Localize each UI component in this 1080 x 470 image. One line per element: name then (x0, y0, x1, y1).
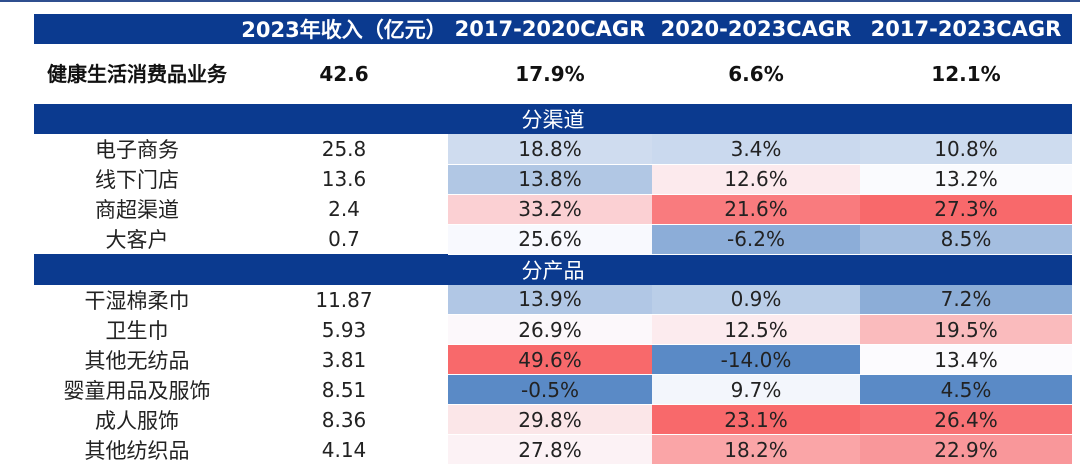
table-row: 卫生巾 5.93 26.9% 12.5% 19.5% (34, 314, 1072, 345)
heatmap-cell-cagr-17-23: 19.5% (860, 314, 1072, 345)
heatmap-cell-cagr-17-23: 8.5% (860, 224, 1072, 255)
row-name: 商超渠道 (95, 198, 179, 222)
table-row: 干湿棉柔巾 11.87 13.9% 0.9% 7.2% (34, 284, 1072, 315)
section-title: 分产品 (34, 254, 1072, 285)
heatmap-cell-cagr-17-20: 25.6% (448, 224, 652, 255)
section-header-row: 分产品 (34, 254, 1072, 285)
heatmap-cell-cagr-20-23: -14.0% (652, 344, 860, 375)
heatmap-cell-cagr-17-20: 33.2% (448, 194, 652, 225)
heatmap-cell-cagr-20-23: 3.4% (652, 134, 860, 165)
table-body: 健康生活消费品业务 42.6 17.9% 6.6% 12.1% 分渠道电子商务 2… (34, 44, 1072, 465)
total-row-cagr-17-23: 12.1% (931, 61, 1001, 86)
row-name: 线下门店 (95, 168, 179, 192)
heatmap-cell-cagr-20-23: 9.7% (652, 374, 860, 405)
heatmap-cell-cagr-17-20: 18.8% (448, 134, 652, 165)
table-row: 线下门店 13.6 13.8% 12.6% 13.2% (34, 164, 1072, 195)
table-row: 成人服饰 8.36 29.8% 23.1% 26.4% (34, 404, 1072, 435)
table-row: 其他无纺品 3.81 49.6% -14.0% 13.4% (34, 344, 1072, 375)
row-revenue: 25.8 (321, 137, 367, 161)
total-row-revenue: 42.6 (319, 61, 369, 86)
cagr-table: 2023年收入（亿元） 2017-2020CAGR 2020-2023CAGR … (34, 14, 1072, 465)
heatmap-cell-cagr-17-20: 29.8% (448, 404, 652, 435)
section-header-row: 分渠道 (34, 104, 1072, 134)
heatmap-cell-cagr-20-23: 23.1% (652, 404, 860, 435)
row-revenue: 2.4 (328, 197, 360, 221)
row-name: 其他无纺品 (84, 348, 190, 373)
row-name: 电子商务 (95, 138, 179, 162)
header-row: 2023年收入（亿元） 2017-2020CAGR 2020-2023CAGR … (34, 14, 1072, 44)
heatmap-cell-cagr-17-20: 27.8% (448, 434, 652, 465)
heatmap-cell-cagr-17-23: 4.5% (860, 374, 1072, 405)
total-row-cagr-20-23: 6.6% (728, 61, 784, 86)
row-name: 卫生巾 (105, 318, 169, 343)
heatmap-cell-cagr-17-23: 22.9% (860, 434, 1072, 465)
heatmap-cell-cagr-20-23: -6.2% (652, 224, 860, 255)
header-cagr-2020-2023: 2020-2023CAGR (652, 14, 860, 44)
heatmap-cell-cagr-20-23: 18.2% (652, 434, 860, 465)
row-name: 其他纺织品 (84, 438, 190, 463)
heatmap-cell-cagr-17-20: 26.9% (448, 314, 652, 345)
section-title: 分渠道 (34, 104, 1072, 134)
row-revenue: 4.14 (321, 437, 367, 462)
heatmap-cell-cagr-17-23: 27.3% (860, 194, 1072, 225)
heatmap-cell-cagr-20-23: 21.6% (652, 194, 860, 225)
table-row: 电子商务 25.8 18.8% 3.4% 10.8% (34, 134, 1072, 165)
row-revenue: 0.7 (328, 227, 360, 251)
row-name: 婴童用品及服饰 (63, 378, 211, 403)
heatmap-cell-cagr-17-20: 13.8% (448, 164, 652, 195)
heatmap-cell-cagr-17-20: 49.6% (448, 344, 652, 375)
header-cagr-2017-2020: 2017-2020CAGR (448, 14, 652, 44)
row-revenue: 13.6 (321, 167, 367, 191)
row-revenue: 5.93 (321, 317, 367, 342)
table-row: 大客户 0.7 25.6% -6.2% 8.5% (34, 224, 1072, 255)
heatmap-cell-cagr-17-23: 26.4% (860, 404, 1072, 435)
row-name: 成人服饰 (95, 408, 179, 433)
heatmap-cell-cagr-17-23: 10.8% (860, 134, 1072, 165)
header-cagr-2017-2023: 2017-2023CAGR (860, 14, 1072, 44)
row-name: 大客户 (105, 228, 169, 252)
heatmap-cell-cagr-20-23: 0.9% (652, 284, 860, 315)
row-revenue: 11.87 (315, 287, 373, 312)
row-revenue: 8.51 (321, 377, 367, 402)
heatmap-cell-cagr-20-23: 12.6% (652, 164, 860, 195)
row-name: 干湿棉柔巾 (84, 288, 190, 313)
heatmap-cell-cagr-17-23: 7.2% (860, 284, 1072, 315)
row-revenue: 8.36 (321, 407, 367, 432)
heatmap-cell-cagr-20-23: 12.5% (652, 314, 860, 345)
table-row: 商超渠道 2.4 33.2% 21.6% 27.3% (34, 194, 1072, 225)
total-row: 健康生活消费品业务 42.6 17.9% 6.6% 12.1% (34, 44, 1072, 104)
table-row: 其他纺织品 4.14 27.8% 18.2% 22.9% (34, 434, 1072, 465)
heatmap-cell-cagr-17-23: 13.4% (860, 344, 1072, 375)
table-row: 婴童用品及服饰 8.51 -0.5% 9.7% 4.5% (34, 374, 1072, 405)
heatmap-cell-cagr-17-23: 13.2% (860, 164, 1072, 195)
header-revenue: 2023年收入（亿元） (240, 14, 448, 44)
row-revenue: 3.81 (321, 347, 367, 372)
total-row-cagr-17-20: 17.9% (515, 61, 585, 86)
heatmap-cell-cagr-17-20: -0.5% (448, 374, 652, 405)
top-border-line (0, 0, 1080, 2)
heatmap-cell-cagr-17-20: 13.9% (448, 284, 652, 315)
header-blank (34, 14, 240, 44)
total-row-name: 健康生活消费品业务 (47, 61, 227, 86)
